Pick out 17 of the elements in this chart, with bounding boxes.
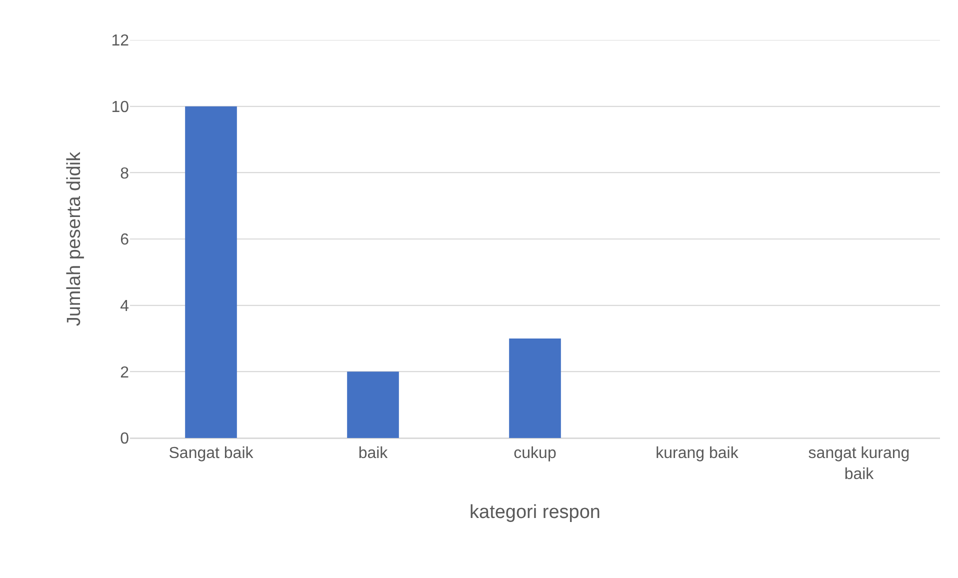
y-tick-label: 2 xyxy=(120,364,130,382)
y-tick-label: 12 xyxy=(111,32,130,50)
bar xyxy=(509,338,561,438)
x-tick-label: baik xyxy=(358,445,389,462)
y-tick-label: 4 xyxy=(120,298,130,315)
x-tick-label: cukup xyxy=(514,445,556,462)
bar xyxy=(347,372,399,438)
bar xyxy=(185,106,237,438)
y-axis-title: Jumlah peserta didik xyxy=(64,151,86,326)
x-tick-label: Sangat baik xyxy=(168,445,254,462)
x-tick-label: kurang baik xyxy=(656,445,740,462)
x-tick-label: sangat kurang baik xyxy=(808,445,910,483)
y-tick-label: 8 xyxy=(120,165,130,182)
x-axis-title: kategori respon xyxy=(470,502,600,523)
y-tick-label: 10 xyxy=(111,98,130,116)
y-tick-label: 0 xyxy=(120,430,130,448)
y-tick-label: 6 xyxy=(120,232,130,249)
